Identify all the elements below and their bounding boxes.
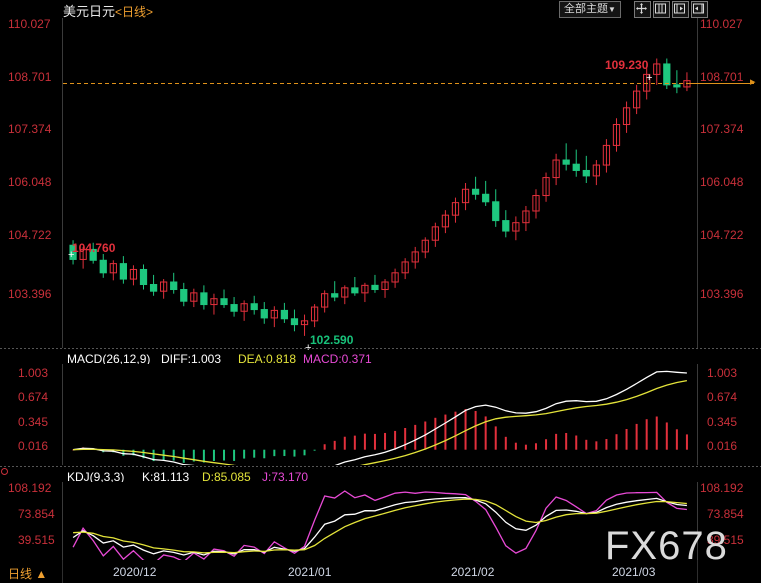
price-axis-label-left-1: 108.701 [8,70,52,84]
price-axis-label-right-4: 104.722 [700,228,744,242]
current-price-arrow-icon: ▸ [750,76,756,88]
x-axis-label-3: 2021/03 [612,565,656,579]
price-axis-label-left-5: 103.396 [8,287,52,301]
kdj-axis-label-left-2: 39.515 [18,533,55,547]
x-axis-label-0: 2020/12 [113,565,157,579]
theme-dropdown-label: 全部主题 [564,3,608,15]
annotation-low: 102.590 [310,333,354,347]
start-marker-icon: + [68,249,75,261]
price-axis-label-left-4: 104.722 [8,228,52,242]
annotation-high: 109.230 [605,58,649,72]
current-price-dashed-line [63,83,688,84]
measure-icon[interactable] [653,1,670,18]
price-panel: 110.027 108.701 107.374 106.048 104.722 … [0,17,761,354]
price-axis-label-right-1: 108.701 [700,70,744,84]
move-crosshair-icon[interactable] [634,1,651,18]
kdj-k-value: K:81.113 [142,470,190,484]
kdj-plot[interactable] [63,482,697,560]
kdj-axis-label-left-0: 108.192 [8,481,52,495]
macd-dea-value: DEA:0.818 [238,352,297,366]
macd-axis-label-right-2: 0.345 [707,415,738,429]
macd-diff-value: DIFF:1.003 [161,352,222,366]
kdj-j-value: J:73.170 [262,470,309,484]
macd-axis-label-left-0: 1.003 [18,366,49,380]
price-axis-label-left-2: 107.374 [8,122,52,136]
kdj-axis-label-right-2: 39.515 [707,533,744,547]
macd-macd-value: MACD:0.371 [303,352,372,366]
zoom-left-icon[interactable] [672,1,689,18]
price-axis-label-left-0: 110.027 [8,17,51,31]
macd-axis-label-left-2: 0.345 [18,415,49,429]
panel-divider-2 [0,466,761,467]
panel-divider-1 [0,348,761,349]
symbol-label: 美元日元 [63,4,116,19]
price-axis-label-right-2: 107.374 [700,122,744,136]
timeframe-badge[interactable]: 日线 ▲ [8,567,48,581]
current-price-solid-line [688,83,754,84]
chart-header: 美元日元<日线> 全部主题▼ [0,0,761,20]
kdj-panel: KDJ(9,3,3) K:81.113 D:85.085 J:73.170 10… [0,468,761,560]
x-axis-label-1: 2021/01 [288,565,332,579]
macd-title: MACD(26,12,9) [67,352,151,366]
kdj-axis-label-right-1: 73.854 [707,507,744,521]
macd-plot[interactable] [63,364,697,465]
price-axis-label-right-0: 110.027 [700,17,743,31]
page-title: 美元日元<日线> [63,1,153,20]
macd-axis-label-left-1: 0.674 [18,390,49,404]
kdj-title: KDJ(9,3,3) [67,470,125,484]
chevron-down-icon: ▼ [608,5,616,14]
kdj-axis-label-right-0: 108.192 [700,481,744,495]
kdj-d-value: D:85.085 [202,470,251,484]
zoom-right-icon[interactable] [691,1,708,18]
price-axis-label-right-3: 106.048 [700,175,744,189]
macd-axis-label-right-3: 0.016 [707,439,738,453]
price-axis-label-right-5: 103.396 [700,287,744,301]
high-marker-icon: + [646,72,653,84]
macd-axis-label-right-1: 0.674 [707,390,738,404]
price-axis-label-left-3: 106.048 [8,175,52,189]
macd-panel: MACD(26,12,9) DIFF:1.003 DEA:0.818 MACD:… [0,350,761,465]
theme-dropdown[interactable]: 全部主题▼ [559,1,621,18]
macd-axis-label-left-3: 0.016 [18,439,49,453]
kdj-status-dot [1,468,8,475]
kdj-axis-label-left-1: 73.854 [18,507,55,521]
candlestick-plot[interactable] [63,18,697,348]
x-axis: 日线 ▲ 2020/12 2021/01 2021/02 2021/03 [0,560,761,583]
macd-axis-label-right-0: 1.003 [707,366,738,380]
annotation-start: 104.760 [72,241,116,255]
timeframe-label: <日线> [115,5,154,19]
x-axis-label-2: 2021/02 [451,565,495,579]
